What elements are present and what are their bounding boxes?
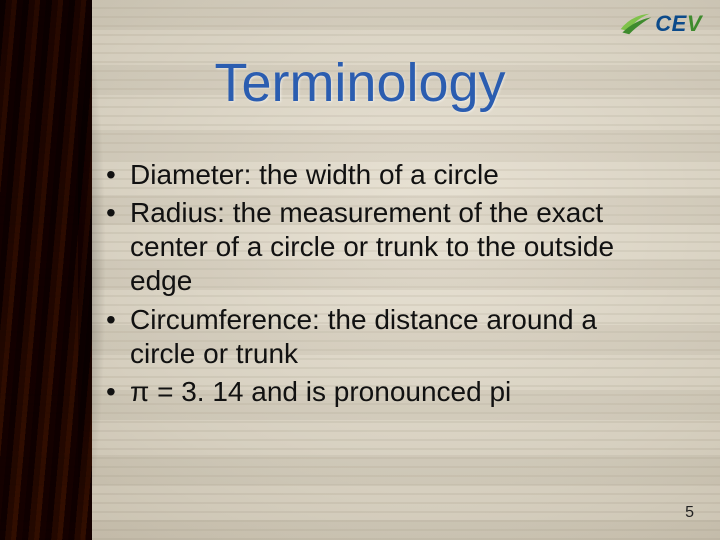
page-number: 5	[685, 504, 694, 522]
list-item: Circumference: the distance around a cir…	[100, 303, 660, 371]
logo-text: CEV	[655, 11, 702, 37]
list-item: Diameter: the width of a circle	[100, 158, 660, 192]
slide-body: Diameter: the width of a circle Radius: …	[100, 158, 660, 413]
slide-title: Terminology	[0, 52, 720, 114]
bullet-list: Diameter: the width of a circle Radius: …	[100, 158, 660, 409]
list-item: π = 3. 14 and is pronounced pi	[100, 375, 660, 409]
list-item: Radius: the measurement of the exact cen…	[100, 196, 660, 298]
logo-text-v: V	[687, 11, 702, 37]
logo-swoosh-icon	[619, 10, 653, 38]
cev-logo: CEV	[619, 10, 702, 38]
logo-text-ce: CE	[655, 11, 687, 37]
slide: CEV Terminology Diameter: the width of a…	[0, 0, 720, 540]
